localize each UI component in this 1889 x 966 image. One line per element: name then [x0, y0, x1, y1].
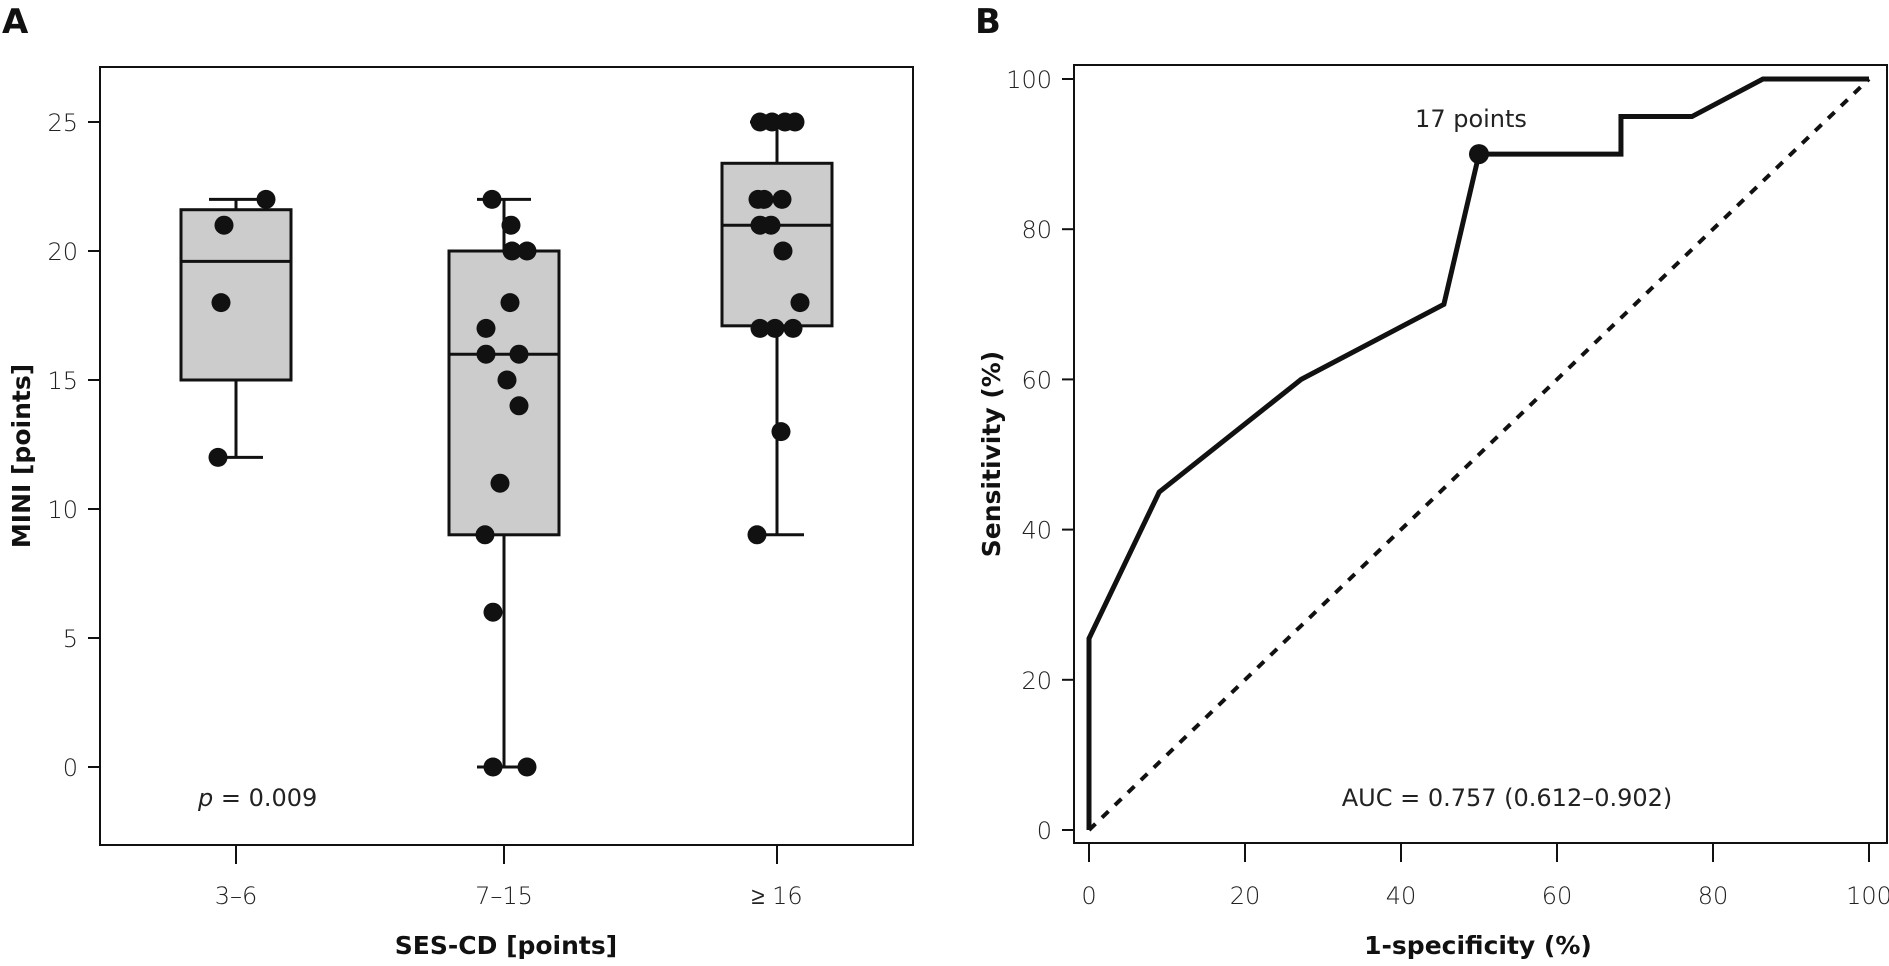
- y-tick-label: 60: [1021, 366, 1052, 394]
- y-tick-label: 10: [47, 496, 78, 524]
- panel-a-x-ticks: 3–6 7–15 ≥ 16: [215, 845, 803, 910]
- data-point: [475, 525, 495, 545]
- panel-a-boxplot: 0 5 10 15 20 25 3–6 7–15 ≥ 16 p = 0.009 SES-CD …: [7, 66, 914, 960]
- y-tick-label: 15: [47, 367, 78, 395]
- x-tick-label: 20: [1230, 882, 1261, 910]
- panel-a-points: [208, 112, 810, 777]
- panel-b-y-axis-title: Sensitivity (%): [977, 351, 1006, 557]
- x-tick-label: 40: [1386, 882, 1417, 910]
- panel-a-p-value: p = 0.009: [197, 784, 317, 812]
- data-point: [772, 189, 792, 209]
- y-tick-label: 0: [63, 754, 78, 782]
- x-tick-label: 3–6: [215, 882, 258, 910]
- x-tick-label: 7–15: [475, 882, 533, 910]
- data-point: [509, 344, 529, 364]
- data-point: [761, 215, 781, 235]
- data-point: [482, 189, 502, 209]
- x-tick-label: 100: [1846, 882, 1889, 910]
- data-point: [754, 189, 774, 209]
- data-point: [211, 293, 231, 313]
- box-1: [179, 197, 293, 459]
- data-point: [773, 241, 793, 261]
- data-point: [214, 215, 234, 235]
- x-tick-label: 0: [1081, 882, 1096, 910]
- p-value-text: = 0.009: [213, 784, 317, 812]
- data-point: [476, 344, 496, 364]
- panel-b-series: [1086, 76, 1871, 832]
- y-tick-label: 80: [1021, 216, 1052, 244]
- panel-a-y-ticks: 0 5 10 15 20 25: [47, 109, 100, 782]
- y-tick-label: 5: [63, 625, 78, 653]
- data-point: [502, 241, 522, 261]
- data-point: [256, 189, 276, 209]
- data-point: [517, 757, 537, 777]
- data-point: [483, 602, 503, 622]
- y-tick-label: 40: [1021, 517, 1052, 545]
- data-point: [747, 525, 767, 545]
- panel-b-roc: 0 20 40 60 80 100 0 20 40 60 80 100 17 points AUC …: [977, 64, 1889, 960]
- data-point: [790, 293, 810, 313]
- data-point: [500, 293, 520, 313]
- auc-annotation: AUC = 0.757 (0.612–0.902): [1342, 784, 1673, 812]
- data-point: [517, 241, 537, 261]
- data-point: [501, 215, 521, 235]
- y-tick-label: 20: [1021, 667, 1052, 695]
- data-point: [490, 473, 510, 493]
- data-point: [509, 396, 529, 416]
- panel-a-x-axis-title: SES-CD [points]: [395, 931, 617, 960]
- panel-a-y-axis-title: MINI [points]: [7, 364, 36, 548]
- panel-b-y-ticks: 0 20 40 60 80 100: [1006, 66, 1074, 845]
- y-tick-label: 25: [47, 109, 78, 137]
- y-tick-label: 100: [1006, 66, 1052, 94]
- iqr-box: [179, 208, 293, 382]
- data-point: [497, 370, 517, 390]
- data-point: [785, 112, 805, 132]
- data-point: [750, 318, 770, 338]
- panel-a-plot-frame: [99, 66, 914, 846]
- y-tick-label: 0: [1037, 817, 1052, 845]
- panel-b-x-axis-title: 1-specificity (%): [1364, 931, 1592, 960]
- cutoff-point-marker: [1469, 144, 1489, 165]
- x-tick-label: 60: [1542, 882, 1573, 910]
- data-point: [483, 757, 503, 777]
- iqr-box: [447, 249, 561, 537]
- data-point: [208, 447, 228, 467]
- panel-b-x-ticks: 0 20 40 60 80 100: [1081, 843, 1889, 910]
- reference-diagonal-line: [1087, 77, 1871, 832]
- panel-b-letter: B: [975, 2, 1001, 42]
- panel-a-letter: A: [2, 2, 29, 42]
- data-point: [765, 318, 785, 338]
- data-point: [762, 112, 782, 132]
- x-tick-label: ≥ 16: [751, 882, 802, 910]
- x-tick-label: 80: [1698, 882, 1729, 910]
- y-tick-label: 20: [47, 238, 78, 266]
- data-point: [476, 318, 496, 338]
- cutoff-point-label: 17 points: [1415, 105, 1527, 133]
- data-point: [783, 318, 803, 338]
- p-value-symbol: p: [197, 784, 213, 812]
- panel-b-plot-frame: [1073, 64, 1888, 844]
- data-point: [771, 422, 791, 442]
